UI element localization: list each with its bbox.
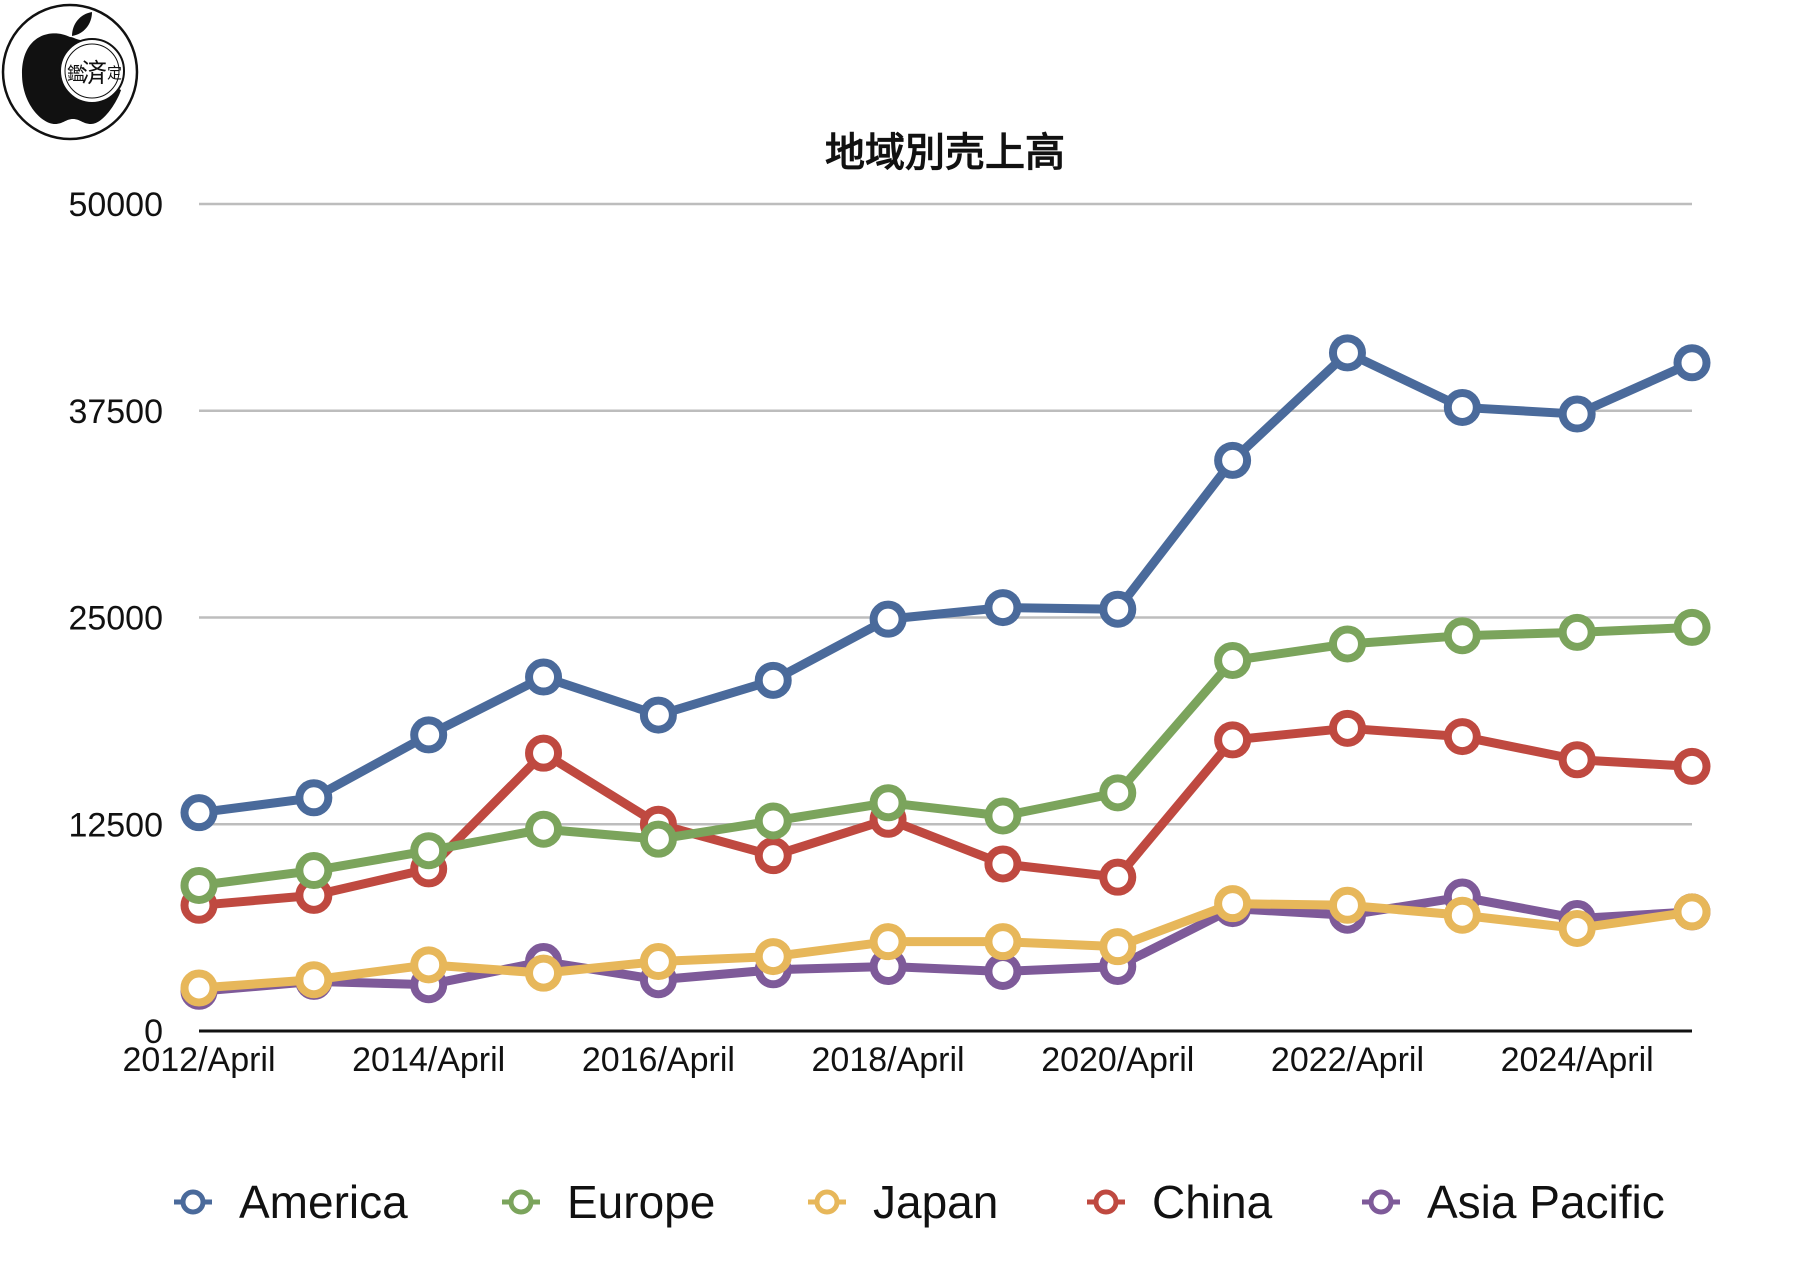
data-point-japan [1328,886,1366,924]
certified-logo: 鑑 済 定 [1,3,139,141]
data-point-japan [1673,893,1711,931]
logo-badge [59,38,125,104]
y-tick-label: 50000 [68,186,163,224]
data-point-europe [1328,625,1366,663]
data-point-japan [1558,909,1596,947]
series-line-asia-pacific [194,892,1697,996]
legend-label: America [239,1176,408,1228]
data-point-japan [295,961,333,999]
data-point-europe [869,784,907,822]
series-line-europe [194,622,1697,890]
legend-item-japan: Japan [808,1176,998,1228]
data-point-america [1443,388,1481,426]
data-point-europe [525,810,563,848]
x-tick-label: 2012/April [122,1041,275,1079]
data-point-japan [984,923,1022,961]
data-point-america [1214,441,1252,479]
legend-swatch-marker [1368,1189,1394,1215]
y-tick-label: 37500 [68,393,163,431]
data-point-japan [1214,885,1252,923]
x-tick-label: 2016/April [582,1041,735,1079]
data-point-america [1099,590,1137,628]
data-point-america [1673,344,1711,382]
legend-swatch-marker [508,1189,534,1215]
data-series [180,334,1711,1010]
data-point-europe [410,832,448,870]
data-point-china [1328,709,1366,747]
data-point-japan [1099,928,1137,966]
data-point-america [869,600,907,638]
data-point-america [984,589,1022,627]
data-point-america [1558,395,1596,433]
data-point-asia-pacific [984,952,1022,990]
data-point-europe [295,852,333,890]
data-point-japan [639,943,677,981]
data-point-europe [639,820,677,858]
data-point-america [639,696,677,734]
legend-item-europe: Europe [502,1176,715,1228]
y-tick-label: 0 [144,1013,163,1051]
data-point-america [180,794,218,832]
data-point-europe [1214,642,1252,680]
data-point-china [525,734,563,772]
data-point-china [1214,721,1252,759]
data-point-america [410,716,448,754]
legend-item-america: America [174,1176,408,1228]
data-point-japan [410,946,448,984]
legend-swatch-marker [1093,1189,1119,1215]
y-tick-label: 25000 [68,600,163,638]
x-tick-label: 2024/April [1501,1041,1654,1079]
legend-label: Europe [567,1176,715,1228]
data-point-europe [754,802,792,840]
legend-swatch-marker [180,1189,206,1215]
series-japan [180,885,1711,1007]
data-point-japan [754,938,792,976]
data-point-europe [1558,613,1596,651]
data-point-europe [180,866,218,904]
legend-item-asia-pacific: Asia Pacific [1362,1176,1665,1228]
legend-item-china: China [1087,1176,1273,1228]
x-axis: 2012/April 2014/April 2016/April 2018/April… [122,1029,1692,1079]
series-line-japan [194,899,1697,993]
legend: America Europe Japan China Asia Pacific [174,1176,1665,1228]
data-point-europe [1673,608,1711,646]
data-point-america [1328,334,1366,372]
data-point-america [295,779,333,817]
legend-swatch-marker [814,1189,840,1215]
legend-label: Japan [873,1176,998,1228]
data-point-japan [180,969,218,1007]
x-tick-label: 2014/April [352,1041,505,1079]
legend-label: China [1152,1176,1273,1228]
data-point-china [1558,741,1596,779]
data-point-china [754,837,792,875]
data-point-europe [984,797,1022,835]
series-line-america [194,348,1697,818]
data-point-japan [869,923,907,961]
x-tick-label: 2020/April [1041,1041,1194,1079]
x-tick-label: 2018/April [812,1041,965,1079]
y-axis-ticks: 0 12500 25000 37500 50000 [68,186,163,1051]
data-point-china [984,845,1022,883]
data-point-japan [525,954,563,992]
chart-title: 地域別売上高 [825,130,1065,176]
logo-char-1: 鑑 [67,64,85,85]
y-tick-label: 12500 [68,806,163,844]
data-point-america [525,658,563,696]
data-point-europe [1099,774,1137,812]
data-point-china [1673,747,1711,785]
logo-char-2: 済 [81,59,107,89]
legend-label: Asia Pacific [1427,1176,1665,1228]
data-point-europe [1443,617,1481,655]
logo-char-3: 定 [107,64,122,82]
series-america [180,334,1711,832]
data-point-japan [1443,896,1481,934]
x-tick-label: 2022/April [1271,1041,1424,1079]
data-point-china [1443,718,1481,756]
series-europe [180,608,1711,904]
data-point-america [754,661,792,699]
data-point-china [1099,858,1137,896]
